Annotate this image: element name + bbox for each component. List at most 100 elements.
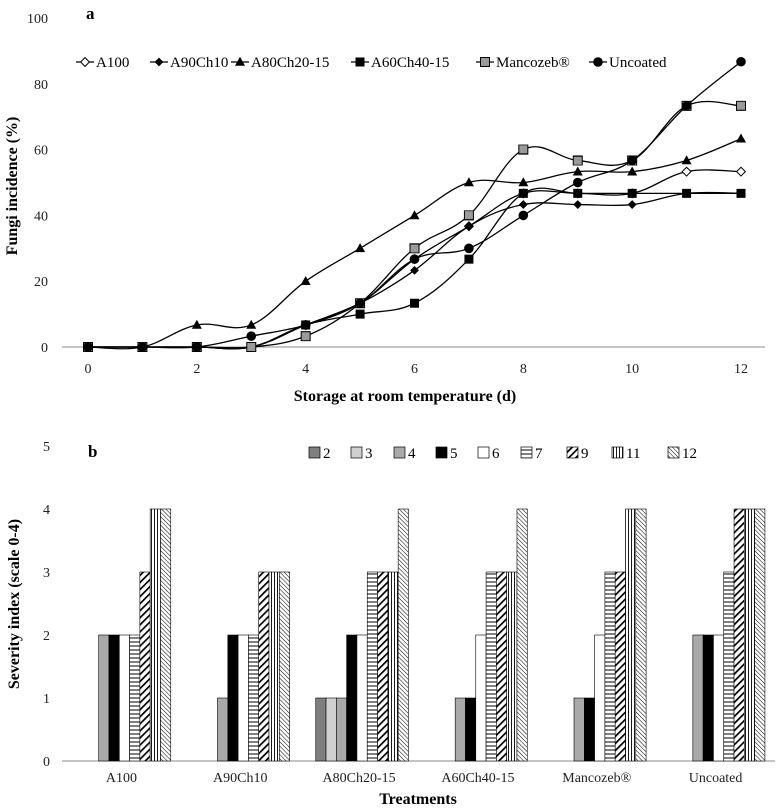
panel-a-point-a60ch40-15-12-shape [736,188,746,198]
panel-b-x-tick-label-uncoated: Uncoated [689,771,743,786]
panel-b-bar-a90ch10-9 [258,571,270,762]
panel-a-point-a80ch20-15-6 [409,210,420,220]
panel-a-legend-label-a100: A100 [96,55,129,71]
panel-b-bar-a80ch20-15-9 [377,571,389,762]
panel-a-x-tick-label-6: 12 [734,362,748,377]
panel-b-legend-item-5: 5 [435,446,458,462]
panel-a-point-a90ch10-7-shape [464,221,474,231]
panel-a-point-uncoated-11 [681,101,692,111]
panel-a-point-a80ch20-15-12 [736,133,746,143]
panel-b-bar-uncoated-7 [723,571,735,762]
panel-b-legend-swatch-4 [393,446,406,459]
panel-a-point-a60ch40-15-11 [682,188,692,198]
panel-a-y-tick-label-5: 100 [27,12,48,27]
panel-a-point-uncoated-12 [736,56,746,67]
panel-a-point-uncoated-1 [137,342,148,352]
panel-a-point-a90ch10-10 [627,200,637,209]
panel-b-legend-label-7: 7 [535,446,543,462]
panel-a-point-uncoated-8-shape [518,210,529,221]
panel-a-x-tick-label-4: 8 [520,362,527,377]
panel-a-x-tick-label-3: 6 [411,362,418,377]
panel-b-bar-a90ch10-4 [217,697,229,762]
panel-b-group-mancozeb [573,508,647,762]
panel-a-point-a90ch10-9-shape [573,200,583,209]
panel-b-y-tick-label-5: 5 [43,440,50,455]
panel-b-bar-a60ch40-15-6 [475,634,487,762]
panel-a-point-uncoated-0-shape [83,342,93,352]
panel-a-point-a80ch20-15-9-shape [572,166,583,176]
panel-b-bar-a60ch40-15-5 [465,697,477,762]
panel-b-group-a90ch10 [217,571,290,762]
panel-b-bar-a60ch40-15-4 [454,697,466,762]
panel-b-bar-uncoated-6 [713,634,725,762]
panel-b-y-tick-label-4: 4 [43,503,50,518]
panel-a-y-tick-label-2: 40 [34,209,48,224]
panel-a-point-a80ch20-15-12-shape [736,133,746,143]
panel-a-series-line-mancozeb [87,100,742,349]
panel-b-legend-item-3: 3 [350,446,373,462]
panel-a-point-uncoated-12-shape [736,56,746,67]
panel-a-point-a80ch20-15-10 [627,166,638,176]
panel-a-y-tick-label-1: 20 [34,275,48,290]
panel-b-bar-mancozeb-6 [594,634,606,762]
panel-b-legend-label-2: 2 [323,446,331,462]
panel-a-point-mancozeb-12 [736,100,746,111]
panel-b-bar-a100-5 [108,634,120,762]
panel-a-point-a100-11-shape [681,166,692,177]
panel-a-legend-marker-a100 [79,56,91,68]
panel-b-bar-a80ch20-15-3 [325,697,337,762]
panel-a-point-mancozeb-3-shape [246,342,257,352]
panel-a-point-uncoated-5-shape [355,298,365,309]
panel-a-legend-label-mancozeb: Mancozeb® [496,55,570,71]
panel-b-bar-a90ch10-7 [248,634,259,762]
panel-a-legend-marker-mancozeb [480,57,490,67]
panel-a-legend-item-a90ch10: A90Ch10 [150,55,228,71]
panel-b-y-tick-label-1: 1 [43,692,50,707]
panel-b-legend-swatch-2 [308,446,321,459]
panel-b-bar-mancozeb-7 [604,571,616,762]
panel-a-point-a80ch20-15-5 [355,243,366,253]
panel-b-group-a60ch40-15 [454,508,528,762]
panel-a-legend-marker-a60ch40-15 [355,57,365,67]
panel-a-x-tick-label-0: 0 [85,362,92,377]
panel-a-point-mancozeb-12-shape [736,100,746,111]
panel-a-point-a80ch20-15-7-shape [463,177,474,187]
panel-a-point-mancozeb-9 [572,155,583,166]
panel-b-bar-uncoated-4 [692,634,704,762]
panel-b-x-axis-label: Treatments [379,791,457,808]
panel-b-x-tick-label-a80ch20-15: A80Ch20-15 [323,771,396,786]
panel-a-point-a80ch20-15-11-shape [681,155,692,165]
panel-b-legend-item-7: 7 [520,446,543,462]
panel-a-point-uncoated-7-shape [464,243,474,254]
panel-a-point-a80ch20-15-4 [300,276,311,285]
panel-a-point-a100-12 [735,166,747,177]
panel-b-bar-a100-11 [149,508,161,762]
panel-a-point-uncoated-10-shape [627,155,637,166]
panel-b-bar-uncoated-9 [733,508,745,762]
panel-b-legend-item-9: 9 [566,446,589,462]
panel-b-legend-swatch-11 [611,446,624,459]
panel-a-legend-marker-mancozeb-shape [480,57,490,67]
panel-b-legend-item-11: 11 [611,446,640,462]
panel-b-bar-mancozeb-11 [625,508,637,762]
panel-a-point-mancozeb-8 [518,144,529,155]
panel-a-y-tick-label-4: 80 [34,78,48,93]
panel-a-legend-marker-a90ch10-shape [154,57,164,67]
panel-a-point-uncoated-5 [355,298,365,309]
panel-a-point-mancozeb-4-shape [300,331,311,342]
panel-b-bar-uncoated-5 [702,634,714,762]
panel-b-y-tick-label-2: 2 [43,629,50,644]
panel-b-group-a80ch20-15 [315,508,409,762]
panel-b-bar-mancozeb-4 [573,697,585,762]
panel-b-legend-label-6: 6 [492,446,500,462]
panel-a-x-tick-label-5: 10 [625,362,639,377]
panel-a-x-axis-label: Storage at room temperature (d) [294,388,516,405]
panel-b-bar-mancozeb-5 [583,697,595,762]
panel-a-point-a90ch10-9 [573,200,583,209]
panel-a-point-a80ch20-15-3-shape [246,319,257,329]
panel-a-point-a60ch40-15-10-shape [627,188,637,198]
panel-a-point-a90ch10-8 [518,200,528,209]
panel-a-point-a60ch40-15-7 [464,254,474,264]
